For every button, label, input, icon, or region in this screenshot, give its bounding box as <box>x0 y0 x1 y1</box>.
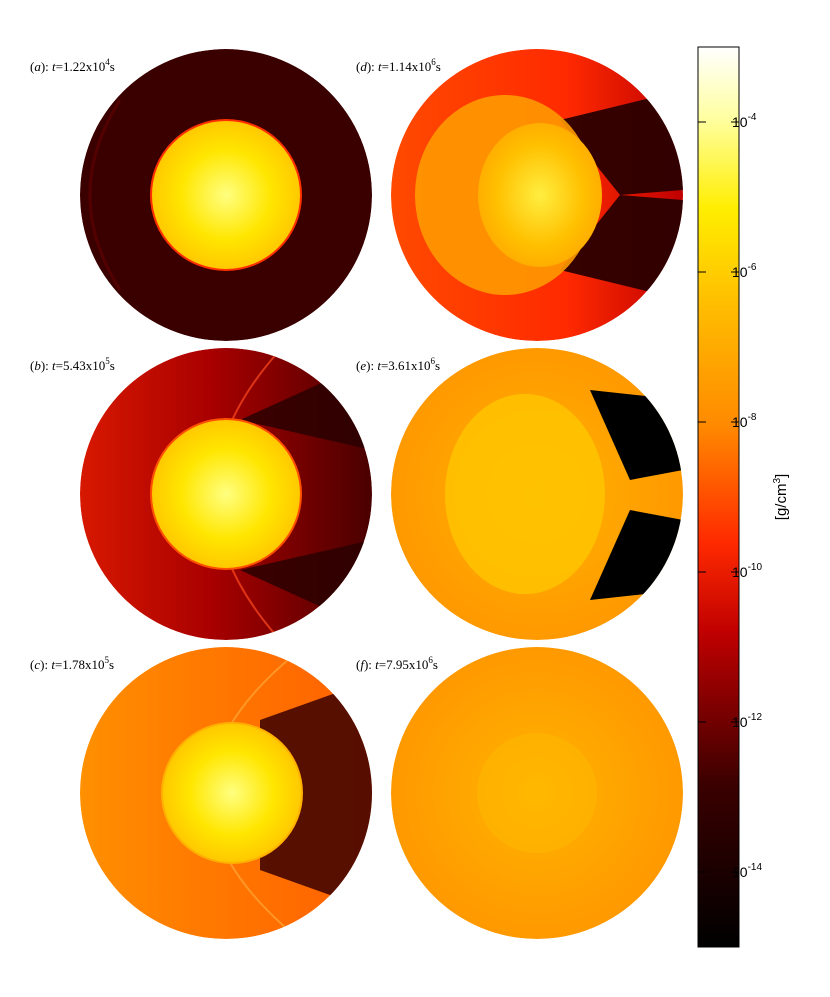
panel-a-wave-outer <box>88 99 122 291</box>
panel-d-unit: s <box>436 59 441 74</box>
panel-f-background <box>391 647 683 939</box>
panel-d: (d): t=1.14x106s <box>356 49 683 341</box>
panel-a-time-mantissa: 1.22 <box>63 59 86 74</box>
colorbar-tick-label-3: 10-10 <box>732 562 762 580</box>
panel-b: (b): t=5.43x105s <box>30 348 372 640</box>
colorbar-tick-label-0: 10-4 <box>732 112 757 130</box>
panel-e-unit: s <box>435 358 440 373</box>
panel-d-label: (d): t=1.14x106s <box>356 57 441 74</box>
colorbar-unit-label: [g/cm3] <box>772 474 790 520</box>
panel-c-wake <box>260 680 372 910</box>
panel-c: (c): t=1.78x105s <box>30 647 372 939</box>
panel-b-unit: s <box>110 358 115 373</box>
colorbar: 10-4 10-6 10-8 10-10 10-12 10-14 [g/cm3] <box>697 46 790 948</box>
panel-e-time-mantissa: 3.61 <box>388 358 411 373</box>
panel-c-time-exponent: 5 <box>105 655 110 665</box>
panel-a: (a): t=1.22x104s <box>30 49 372 341</box>
panel-a-label: (a): t=1.22x104s <box>30 57 115 74</box>
panel-d-time-mantissa: 1.14 <box>389 59 412 74</box>
panel-e-letter: e <box>360 358 366 373</box>
panel-c-star <box>161 722 303 864</box>
colorbar-tick-label-5: 10-14 <box>732 862 762 880</box>
panel-a-time-exponent: 4 <box>105 57 110 67</box>
panel-d-star <box>478 123 602 267</box>
panel-d-time-exponent: 6 <box>431 57 436 67</box>
panel-f-unit: s <box>433 657 438 672</box>
colorbar-tick-label-2: 10-8 <box>732 412 757 430</box>
colorbar-tick-label-4: 10-12 <box>732 712 762 730</box>
panel-a-unit: s <box>110 59 115 74</box>
panel-f-time-exponent: 6 <box>428 655 433 665</box>
panel-e-label: (e): t=3.61x106s <box>356 356 440 373</box>
colorbar-gradient <box>697 46 740 948</box>
panel-f-time-mantissa: 7.95 <box>386 657 409 672</box>
colorbar-tick-label-1: 10-6 <box>732 262 757 280</box>
panel-f-core-glow <box>477 733 597 853</box>
panel-b-label: (b): t=5.43x105s <box>30 356 115 373</box>
panel-c-unit: s <box>109 657 114 672</box>
panel-d-letter: d <box>360 59 367 74</box>
panel-b-time-mantissa: 5.43 <box>63 358 86 373</box>
panel-b-time-exponent: 5 <box>105 356 110 366</box>
panel-a-star <box>150 119 302 271</box>
panel-f-letter: f <box>360 657 366 672</box>
panel-a-letter: a <box>34 59 41 74</box>
panel-e-envelope <box>445 394 605 594</box>
panel-c-label: (c): t=1.78x105s <box>30 655 114 672</box>
panel-e: (e): t=3.61x106s <box>356 348 683 640</box>
panel-f-label: (f): t=7.95x106s <box>356 655 438 672</box>
panel-b-letter: b <box>34 358 41 373</box>
colorbar-ticks: 10-4 10-6 10-8 10-10 10-12 10-14 <box>698 112 762 880</box>
panel-d-wake-upper <box>560 90 683 195</box>
panel-c-letter: c <box>34 657 40 672</box>
panel-c-time-mantissa: 1.78 <box>62 657 85 672</box>
panel-f: (f): t=7.95x106s <box>356 647 683 939</box>
panel-b-star <box>150 418 302 570</box>
panel-d-wake-lower <box>560 195 683 300</box>
panel-e-time-exponent: 6 <box>431 356 436 366</box>
